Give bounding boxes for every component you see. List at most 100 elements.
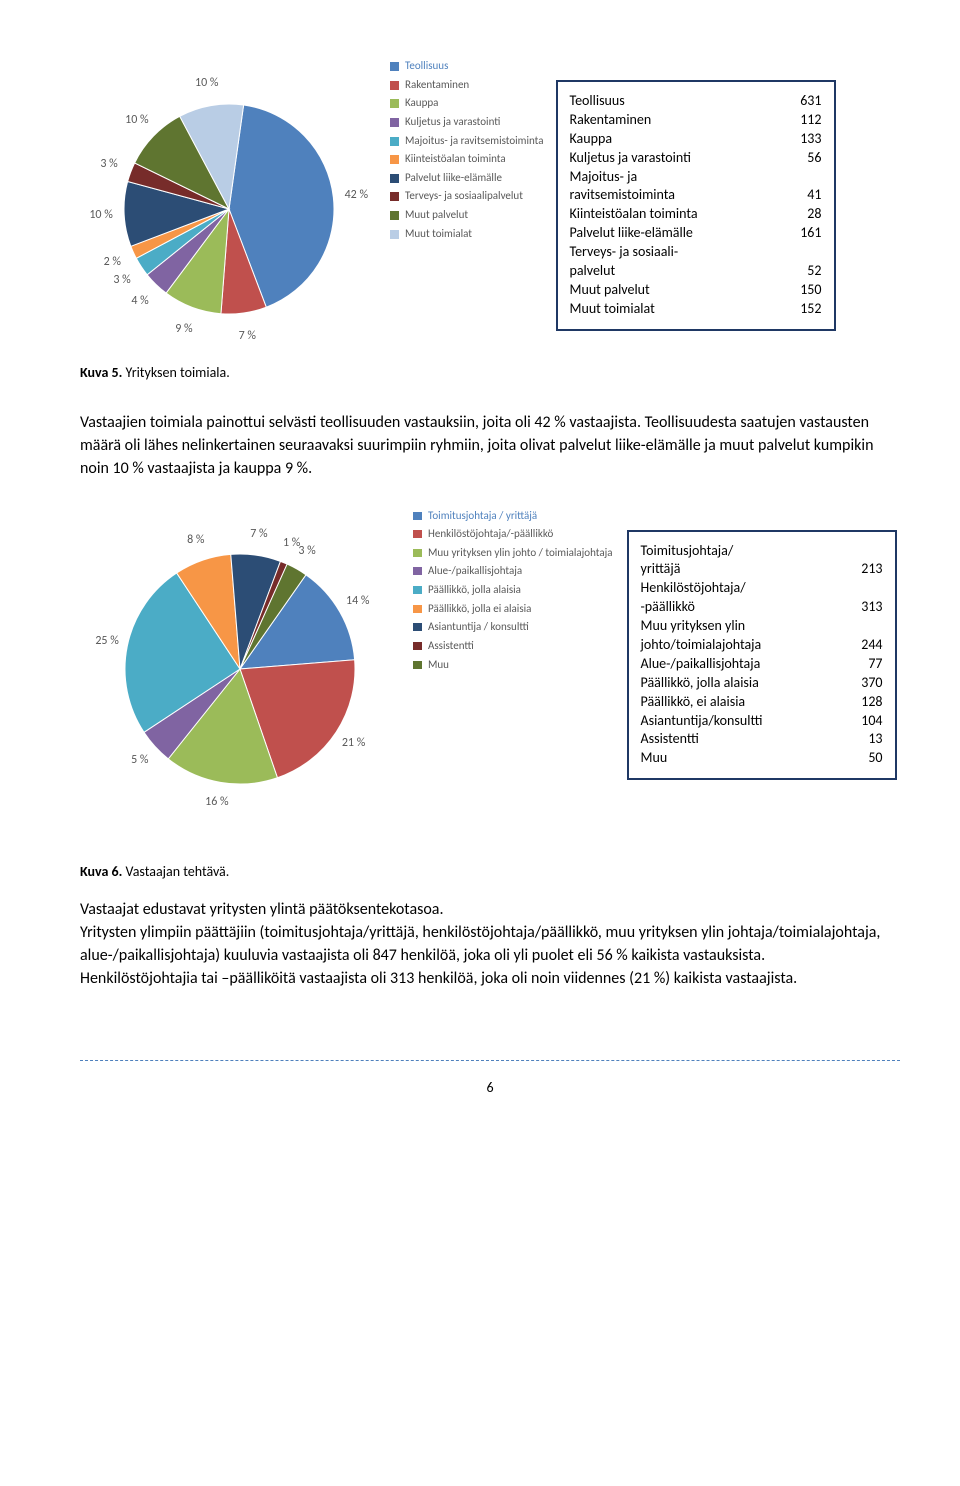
legend-swatch <box>390 62 399 71</box>
table-label: Kuljetus ja varastointi <box>570 149 691 168</box>
legend-item: Kuljetus ja varastointi <box>390 116 544 129</box>
legend-label: Assistentti <box>428 640 474 653</box>
pie-slice-label: 3 % <box>113 274 130 286</box>
legend-swatch <box>413 567 422 575</box>
pie-slice-label: 21 % <box>342 737 365 749</box>
table-label: Teollisuus <box>570 92 625 111</box>
table-row: Palvelut liike-elämälle 161 <box>570 224 822 243</box>
table-row: johto/toimialajohtaja244 <box>641 636 883 655</box>
table-row: Kuljetus ja varastointi56 <box>570 149 822 168</box>
pie-chart-toimiala: 42 %7 %9 %4 %3 %2 %10 %3 %10 %10 % Kuva … <box>80 60 378 381</box>
table-label: Päällikkö, ei alaisia <box>641 693 746 712</box>
table-row: Assistentti 13 <box>641 730 883 749</box>
page-number: 6 <box>80 1079 900 1096</box>
table-row: Rakentaminen112 <box>570 111 822 130</box>
pie-chart-tehtava: 14 %21 %16 %5 %25 %8 %7 %1 %3 % <box>81 510 399 828</box>
table-value: 313 <box>861 598 882 617</box>
table-label: Päällikkö, jolla alaisia <box>641 674 759 693</box>
legend-label: Majoitus- ja ravitsemistoiminta <box>405 135 544 148</box>
legend-label: Kauppa <box>405 97 438 110</box>
table-row: Henkilöstöjohtaja/ <box>641 579 883 598</box>
table-toimiala: Teollisuus631Rakentaminen112Kauppa133Kul… <box>556 80 836 331</box>
legend-item: Palvelut liike-elämälle <box>390 172 544 185</box>
pie-slice-label: 9 % <box>175 323 192 335</box>
pie-slice-label: 14 % <box>346 595 369 607</box>
pie-slice-label: 16 % <box>205 796 228 808</box>
legend-label: Päällikkö, jolla ei alaisia <box>428 603 531 616</box>
table-row: Kiinteistöalan toiminta28 <box>570 205 822 224</box>
legend-label: Henkilöstöjohtaja/-päällikkö <box>428 528 553 541</box>
legend-label: Kuljetus ja varastointi <box>405 116 500 129</box>
legend-toimiala: Teollisuus Rakentaminen Kauppa Kuljetus ja … <box>390 60 544 246</box>
toimiala-section: 42 %7 %9 %4 %3 %2 %10 %3 %10 %10 % Kuva … <box>80 60 900 381</box>
legend-label: Palvelut liike-elämälle <box>405 172 502 185</box>
table-value: 244 <box>861 636 882 655</box>
table-value: 631 <box>800 92 821 111</box>
legend-item: Majoitus- ja ravitsemistoiminta <box>390 135 544 148</box>
legend-swatch <box>390 81 399 90</box>
legend-label: Muu yrityksen ylin johto / toimialajohta… <box>428 547 613 560</box>
pie-slice-label: 2 % <box>104 256 121 268</box>
legend-item: Muut palvelut <box>390 209 544 222</box>
pie-slice-label: 10 % <box>195 77 218 89</box>
paragraph-1: Vastaajien toimiala painottui selvästi t… <box>80 411 900 481</box>
legend-label: Asiantuntija / konsultti <box>428 621 529 634</box>
table-label: Toimitusjohtaja/ <box>641 542 734 561</box>
pie-slice-label: 42 % <box>345 189 368 201</box>
legend-swatch <box>390 155 399 164</box>
legend-swatch <box>390 99 399 108</box>
legend-label: Rakentaminen <box>405 79 469 92</box>
table-label: Palvelut liike-elämälle <box>570 224 693 243</box>
legend-label: Toimitusjohtaja / yrittäjä <box>428 510 537 523</box>
table-label: Asiantuntija/konsultti <box>641 712 763 731</box>
legend-swatch <box>413 549 422 557</box>
table-row: Muu50 <box>641 749 883 768</box>
table-label: yrittäjä <box>641 560 681 579</box>
pie-slice-label: 10 % <box>125 114 148 126</box>
legend-item: Rakentaminen <box>390 79 544 92</box>
table-label: Muu <box>641 749 668 768</box>
table-value: 161 <box>800 224 821 243</box>
legend-item: Kauppa <box>390 97 544 110</box>
table-row: -päällikkö313 <box>641 598 883 617</box>
table-label: Muut palvelut <box>570 281 650 300</box>
legend-item: Assistentti <box>413 640 613 653</box>
table-label: Muu yrityksen ylin <box>641 617 746 636</box>
table-value: 13 <box>868 730 882 749</box>
legend-item: Muu <box>413 659 613 672</box>
table-row: Muut toimialat152 <box>570 300 822 319</box>
legend-swatch <box>390 192 399 201</box>
legend-swatch <box>390 137 399 146</box>
paragraph-2: Vastaajat edustavat yritysten ylintä pää… <box>80 898 900 991</box>
table-value: 152 <box>800 300 821 319</box>
legend-item: Kiinteistöalan toiminta <box>390 153 544 166</box>
legend-item: Teollisuus <box>390 60 544 73</box>
legend-item: Toimitusjohtaja / yrittäjä <box>413 510 613 523</box>
legend-swatch <box>413 623 422 631</box>
legend-item: Asiantuntija / konsultti <box>413 621 613 634</box>
table-label: Alue-/paikallisjohtaja <box>641 655 761 674</box>
table-row: Kauppa 133 <box>570 130 822 149</box>
table-row: palvelut52 <box>570 262 822 281</box>
table-row: Toimitusjohtaja/ <box>641 542 883 561</box>
table-row: Päällikkö, ei alaisia 128 <box>641 693 883 712</box>
table-label: Majoitus- ja <box>570 168 641 187</box>
legend-label: Päällikkö, jolla alaisia <box>428 584 521 597</box>
table-value: 128 <box>861 693 882 712</box>
legend-label: Terveys- ja sosiaalipalvelut <box>405 190 523 203</box>
footer-divider <box>80 1060 900 1061</box>
table-value: 104 <box>861 712 882 731</box>
table-label: Assistentti <box>641 730 699 749</box>
table-row: Muut palvelut150 <box>570 281 822 300</box>
table-value: 370 <box>861 674 882 693</box>
legend-swatch <box>413 661 422 669</box>
table-label: ravitsemistoiminta <box>570 186 675 205</box>
pie-slice-label: 8 % <box>187 534 204 546</box>
table-value: 52 <box>807 262 821 281</box>
table-row: Päällikkö, jolla alaisia 370 <box>641 674 883 693</box>
table-label: Kauppa <box>570 130 613 149</box>
table-value: 133 <box>800 130 821 149</box>
table-tehtava: Toimitusjohtaja/yrittäjä213Henkilöstöjoh… <box>627 530 897 781</box>
legend-swatch <box>390 230 399 239</box>
table-label: Henkilöstöjohtaja/ <box>641 579 746 598</box>
